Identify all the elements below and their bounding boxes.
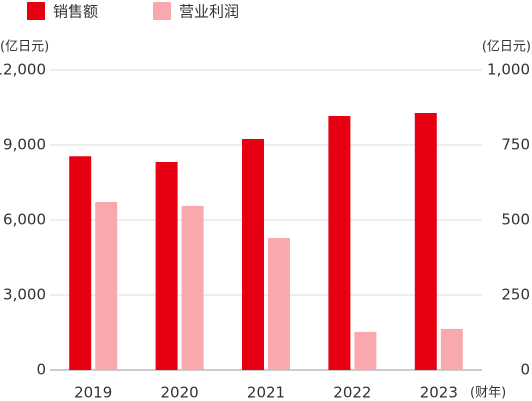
bar xyxy=(440,328,463,370)
y-tick-label: 9,000 xyxy=(3,136,46,154)
y2-tick-label: 250 xyxy=(501,286,530,304)
legend-swatch xyxy=(27,2,45,20)
y2-tick-label: 500 xyxy=(501,211,530,229)
y-axis-title: (亿日元) xyxy=(0,40,49,55)
x-tick-label: 2021 xyxy=(247,384,285,401)
x-tick-label: 2023 xyxy=(420,384,458,401)
legend-label: 销售额 xyxy=(53,3,98,21)
bar xyxy=(95,202,118,370)
bar xyxy=(414,113,437,370)
bar xyxy=(69,156,92,370)
y-tick-label: 3,000 xyxy=(3,286,46,304)
x-axis-title: (财年) xyxy=(470,386,506,401)
y2-tick-label: 750 xyxy=(501,136,530,154)
x-tick-label: 2022 xyxy=(333,384,371,401)
bar xyxy=(242,139,264,370)
y-tick-label: 12,000 xyxy=(0,61,46,79)
x-tick-label: 2020 xyxy=(161,384,199,401)
y2-tick-label: 1,000 xyxy=(487,61,530,79)
legend-swatch xyxy=(153,2,171,20)
bar xyxy=(328,116,351,370)
bar xyxy=(354,331,377,370)
y-tick-label: 0 xyxy=(36,361,46,379)
x-tick-label: 2019 xyxy=(74,384,112,401)
y-tick-label: 6,000 xyxy=(3,211,46,229)
bar xyxy=(268,238,290,370)
bar xyxy=(155,162,178,370)
bar xyxy=(181,205,204,370)
y2-axis-title: (亿日元) xyxy=(482,40,531,55)
y2-tick-label: 0 xyxy=(520,361,530,379)
legend-label: 营业利润 xyxy=(179,3,239,21)
